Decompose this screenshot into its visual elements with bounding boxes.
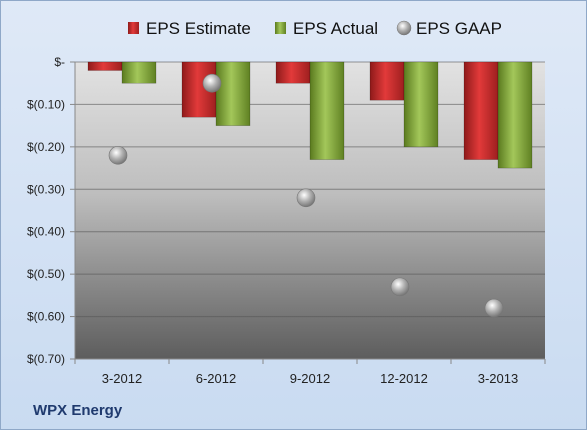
y-tick-label: $(0.50) bbox=[27, 267, 65, 281]
legend-estimate-label: EPS Estimate bbox=[146, 19, 251, 38]
actual-bar bbox=[215, 61, 251, 126]
actual-bar bbox=[403, 61, 439, 148]
company-name: WPX Energy bbox=[33, 402, 123, 419]
gaap-point bbox=[202, 73, 222, 93]
legend-gaap-label: EPS GAAP bbox=[416, 19, 502, 38]
y-tick-label: $- bbox=[54, 55, 65, 69]
x-tick-label: 6-2012 bbox=[196, 371, 236, 386]
legend-actual-swatch bbox=[275, 22, 286, 34]
estimate-bar bbox=[463, 61, 499, 160]
estimate-bar bbox=[369, 61, 405, 101]
actual-bar bbox=[121, 61, 157, 84]
legend-actual-label: EPS Actual bbox=[293, 19, 378, 38]
y-tick-label: $(0.10) bbox=[27, 97, 65, 111]
estimate-bar bbox=[275, 61, 311, 84]
legend-gaap-swatch bbox=[396, 20, 412, 36]
actual-bar bbox=[497, 61, 533, 169]
y-tick-label: $(0.20) bbox=[27, 140, 65, 154]
gaap-point bbox=[484, 298, 504, 318]
gaap-point bbox=[296, 188, 316, 208]
legend-estimate-swatch bbox=[128, 22, 139, 34]
estimate-bar bbox=[87, 61, 123, 71]
gaap-points bbox=[108, 73, 504, 318]
legend: EPS Estimate EPS Actual EPS GAAP bbox=[128, 19, 502, 38]
y-tick-label: $(0.60) bbox=[27, 310, 65, 324]
y-tick-label: $(0.40) bbox=[27, 225, 65, 239]
gaap-point bbox=[108, 146, 128, 165]
gaap-point bbox=[390, 277, 410, 297]
y-tick-label: $(0.70) bbox=[27, 352, 65, 366]
bars bbox=[87, 61, 533, 169]
x-tick-label: 3-2013 bbox=[478, 371, 518, 386]
x-tick-label: 3-2012 bbox=[102, 371, 142, 386]
x-axis: 3-2012 6-2012 9-2012 12-2012 3-2013 bbox=[74, 358, 546, 386]
x-tick-label: 12-2012 bbox=[380, 371, 428, 386]
actual-bar bbox=[309, 61, 345, 160]
y-axis: $- $(0.10) $(0.20) $(0.30) $(0.40) $(0.50) $(0… bbox=[27, 55, 76, 366]
x-tick-label: 9-2012 bbox=[290, 371, 330, 386]
y-tick-label: $(0.30) bbox=[27, 182, 65, 196]
